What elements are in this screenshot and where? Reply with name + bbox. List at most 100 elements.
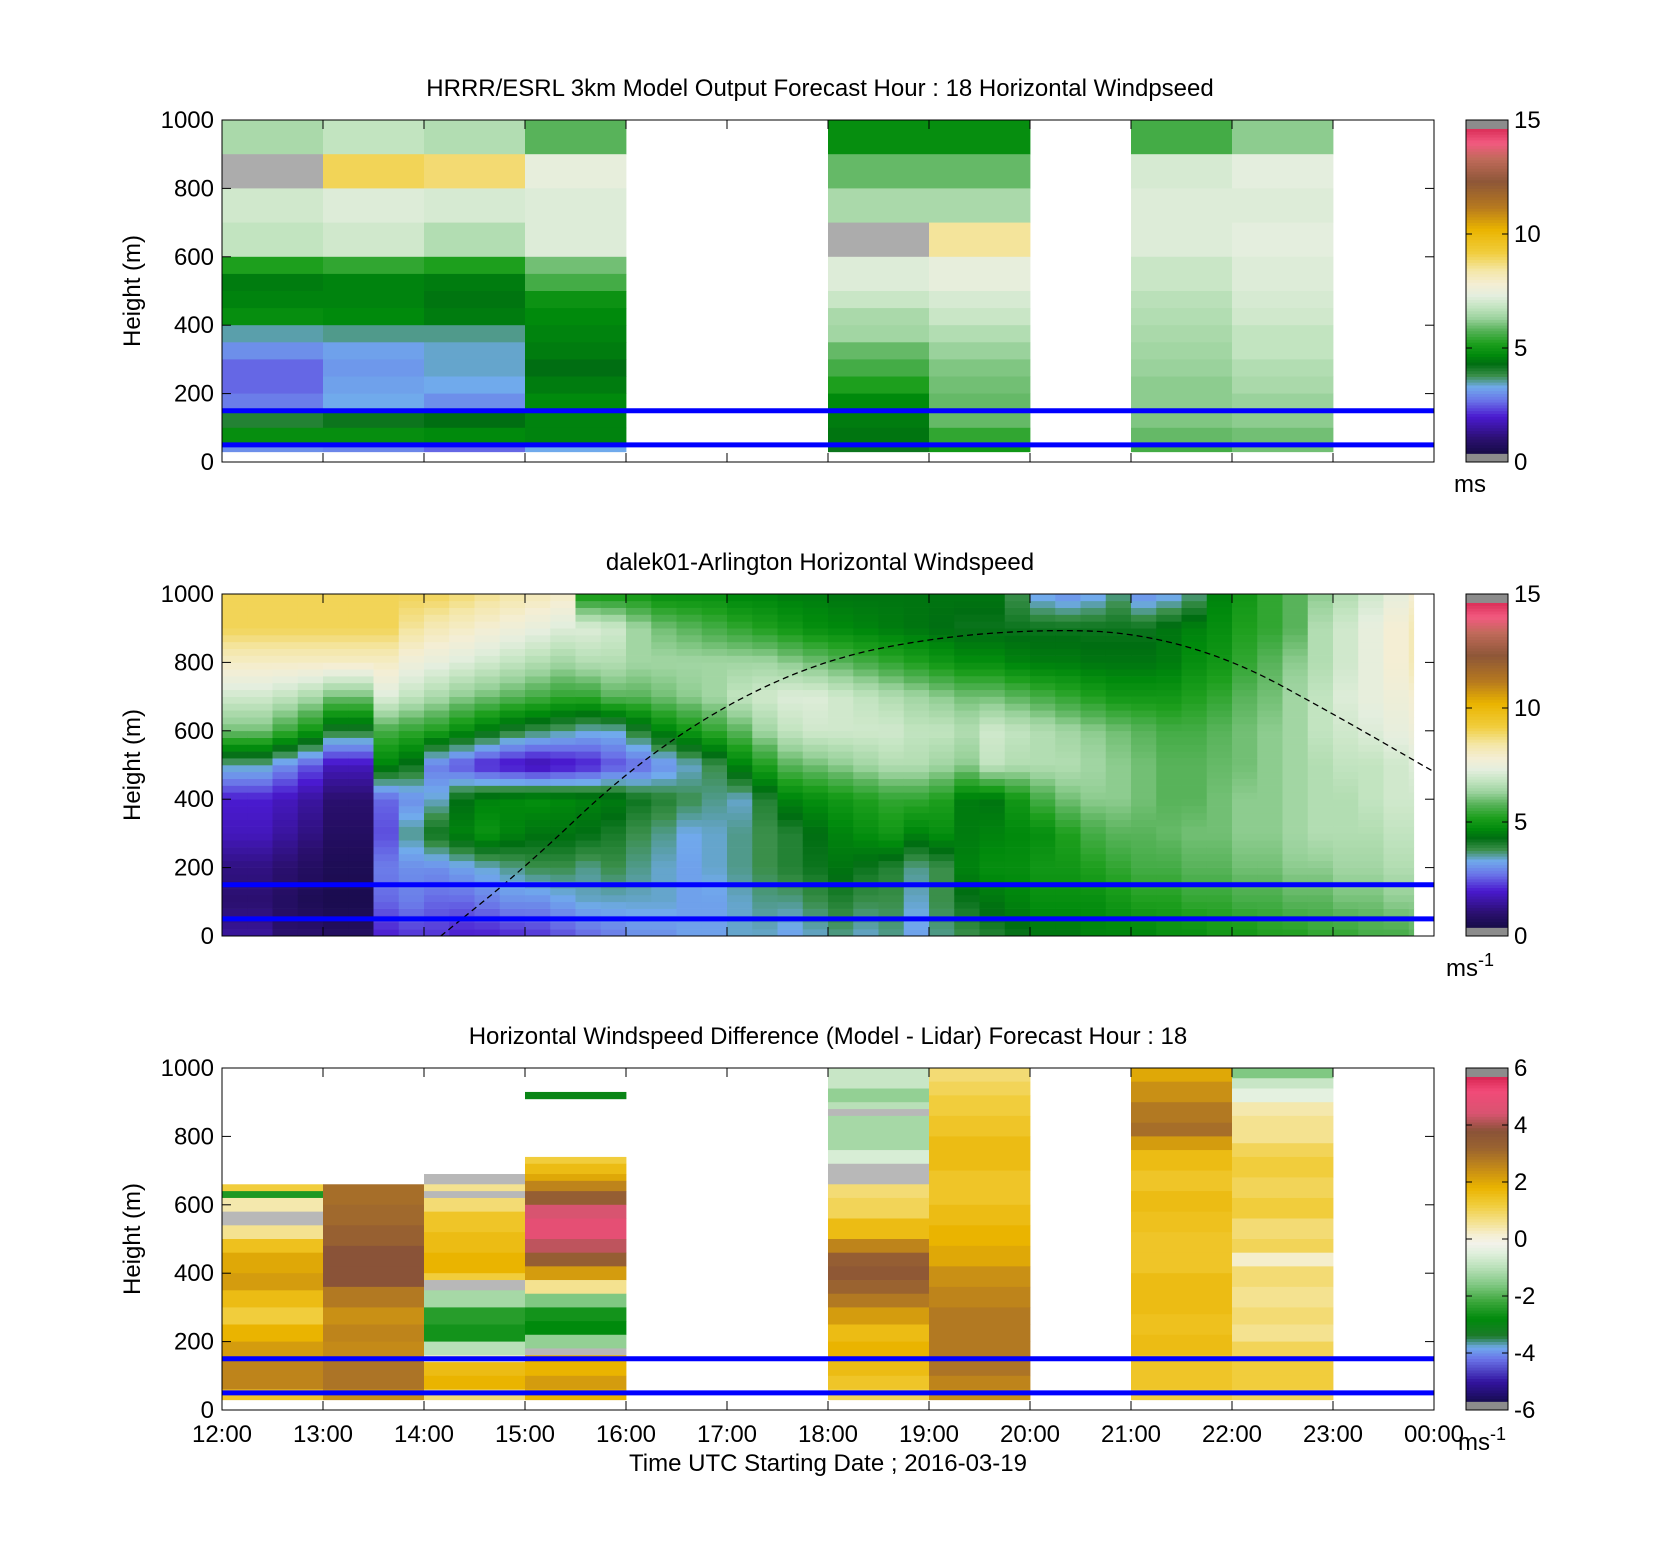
profile-cell-7-220 bbox=[398, 853, 425, 862]
cell-2-2-4 bbox=[424, 1211, 526, 1233]
profile-cell-20-580 bbox=[727, 730, 753, 738]
colorbar-segment bbox=[1466, 793, 1508, 797]
profile-cell-11-300 bbox=[499, 826, 526, 834]
profile-cell-11-900 bbox=[499, 621, 526, 629]
cell-0-7-0 bbox=[1232, 120, 1334, 155]
colorbar-segment bbox=[1466, 1370, 1508, 1374]
profile-cell-23-760 bbox=[802, 669, 829, 677]
profile-cell-39-940 bbox=[1206, 607, 1233, 615]
profile-cell-47-180 bbox=[1408, 867, 1415, 875]
profile-cell-30-620 bbox=[979, 717, 1006, 725]
profile-cell-45-460 bbox=[1358, 771, 1384, 779]
colorbar-segment bbox=[1466, 208, 1508, 212]
colorbar-segment bbox=[1466, 1278, 1508, 1283]
profile-cell-34-560 bbox=[1080, 737, 1107, 745]
cell-0-6-7 bbox=[1131, 325, 1233, 343]
profile-cell-0-980 bbox=[222, 594, 248, 602]
profile-cell-29-220 bbox=[954, 853, 980, 862]
profile-cell-34-740 bbox=[1080, 676, 1107, 684]
colorbar-segment bbox=[1466, 339, 1508, 343]
profile-cell-46-580 bbox=[1383, 730, 1410, 738]
profile-cell-2-680 bbox=[272, 696, 299, 704]
profile-cell-15-920 bbox=[600, 614, 627, 622]
profile-cell-32-640 bbox=[1030, 710, 1056, 718]
colorbar-segment bbox=[1466, 216, 1508, 221]
cell-2-8-4 bbox=[1232, 1115, 1334, 1130]
profile-cell-44-80 bbox=[1333, 901, 1359, 909]
cell-2-7-5 bbox=[1131, 1150, 1233, 1171]
profile-cell-20-860 bbox=[727, 635, 753, 643]
profile-cell-47-700 bbox=[1408, 689, 1415, 697]
profile-cell-44-540 bbox=[1333, 744, 1359, 752]
profile-cell-30-640 bbox=[979, 710, 1006, 718]
profile-cell-37-260 bbox=[1156, 840, 1182, 848]
colorbar-segment bbox=[1466, 807, 1508, 811]
colorbar-segment bbox=[1466, 162, 1508, 166]
profile-cell-7-0 bbox=[398, 929, 425, 937]
profile-cell-3-60 bbox=[297, 908, 324, 916]
profile-cell-33-540 bbox=[1055, 744, 1081, 752]
colorbar-segment bbox=[1466, 1333, 1508, 1337]
profile-cell-1-340 bbox=[247, 812, 273, 821]
profile-cell-12-800 bbox=[525, 655, 551, 663]
profile-cell-46-440 bbox=[1383, 778, 1410, 786]
profile-cell-23-20 bbox=[802, 922, 829, 930]
profile-cell-24-400 bbox=[828, 792, 854, 800]
profile-cell-46-840 bbox=[1383, 641, 1410, 650]
profile-cell-44-720 bbox=[1333, 682, 1359, 691]
profile-cell-45-720 bbox=[1358, 682, 1384, 691]
profile-cell-46-600 bbox=[1383, 723, 1410, 732]
cell-0-1-12 bbox=[323, 393, 425, 412]
colorbar-segment bbox=[1466, 242, 1508, 246]
profile-cell-46-680 bbox=[1383, 696, 1410, 704]
profile-cell-14-560 bbox=[575, 737, 602, 745]
profile-cell-39-460 bbox=[1206, 771, 1233, 779]
profile-cell-16-340 bbox=[626, 812, 652, 821]
profile-cell-31-740 bbox=[1004, 676, 1031, 684]
cell-2-2-15 bbox=[424, 1375, 526, 1390]
profile-cell-15-720 bbox=[600, 682, 627, 691]
profile-cell-41-960 bbox=[1257, 600, 1283, 608]
profile-cell-18-780 bbox=[676, 662, 703, 670]
profile-cell-16-440 bbox=[626, 778, 652, 786]
profile-cell-23-680 bbox=[802, 696, 829, 704]
profile-cell-47-480 bbox=[1408, 765, 1415, 773]
profile-cell-15-320 bbox=[600, 819, 627, 827]
profile-cell-11-20 bbox=[499, 922, 526, 930]
profile-cell-13-20 bbox=[550, 922, 576, 930]
cell-0-3-1 bbox=[525, 154, 627, 189]
profile-cell-30-720 bbox=[979, 682, 1006, 691]
profile-cell-0-280 bbox=[222, 833, 248, 841]
colorbar-segment bbox=[1466, 918, 1508, 923]
colorbar-segment bbox=[1466, 271, 1508, 275]
profile-cell-6-260 bbox=[373, 840, 400, 848]
profile-cell-27-60 bbox=[903, 908, 930, 916]
profile-cell-10-620 bbox=[474, 717, 501, 725]
profile-cell-0-900 bbox=[222, 621, 248, 629]
colorbar-segment bbox=[1466, 605, 1508, 609]
y-tick-label: 1000 bbox=[161, 107, 214, 134]
profile-cell-8-820 bbox=[424, 648, 450, 656]
panel-model-title: HRRR/ESRL 3km Model Output Forecast Hour… bbox=[426, 75, 1213, 102]
profile-cell-5-720 bbox=[348, 682, 374, 691]
profile-cell-3-900 bbox=[297, 621, 324, 629]
profile-cell-27-960 bbox=[903, 600, 930, 608]
profile-cell-20-920 bbox=[727, 614, 753, 622]
profile-cell-42-860 bbox=[1282, 635, 1309, 643]
x-tick-label: 12:00 bbox=[192, 1421, 252, 1448]
profile-cell-43-800 bbox=[1307, 655, 1334, 663]
colorbar-segment bbox=[1466, 782, 1508, 786]
profile-cell-43-640 bbox=[1307, 710, 1334, 718]
cell-0-6-12 bbox=[1131, 410, 1233, 429]
profile-cell-37-580 bbox=[1156, 730, 1182, 738]
profile-cell-14-80 bbox=[575, 901, 602, 909]
profile-cell-38-760 bbox=[1181, 669, 1208, 677]
profile-cell-22-800 bbox=[777, 655, 804, 663]
profile-cell-9-640 bbox=[449, 710, 475, 718]
profile-cell-13-760 bbox=[550, 669, 576, 677]
profile-cell-17-440 bbox=[651, 778, 677, 786]
profile-cell-40-160 bbox=[1232, 874, 1258, 882]
profile-cell-34-260 bbox=[1080, 840, 1107, 848]
profile-cell-40-980 bbox=[1232, 594, 1258, 602]
profile-cell-30-340 bbox=[979, 812, 1006, 821]
